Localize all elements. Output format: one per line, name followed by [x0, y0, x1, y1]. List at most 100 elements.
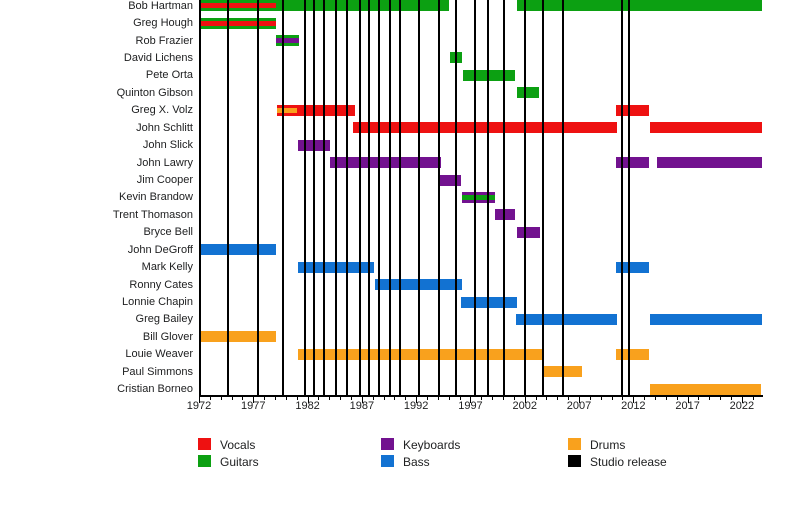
timeline-bar-vocals — [649, 122, 762, 134]
x-axis-minor-tick — [286, 397, 287, 400]
member-name-label: Paul Simmons — [122, 365, 193, 378]
x-axis-minor-tick — [210, 397, 211, 400]
member-name-label: Bob Hartman — [128, 0, 193, 12]
member-name-label: Kevin Brandow — [119, 191, 193, 204]
x-axis-major-tick — [470, 397, 471, 403]
timeline-bar-bass — [649, 313, 762, 325]
legend-item-drums: Drums — [568, 438, 728, 452]
member-name-label: David Lichens — [123, 51, 193, 64]
x-axis-minor-tick — [351, 397, 352, 400]
timeline-bar-keyboards — [615, 157, 649, 169]
legend-item-guitars: Guitars — [198, 455, 358, 469]
member-name-label: Mark Kelly — [141, 261, 193, 274]
x-axis-minor-tick — [394, 397, 395, 400]
studio-release-line — [358, 0, 361, 395]
x-axis-minor-tick — [731, 397, 732, 400]
member-name-label: John Schlitt — [136, 121, 193, 134]
x-axis-minor-tick — [622, 397, 623, 400]
x-axis-minor-tick — [568, 397, 569, 400]
timeline-bar-drums — [199, 331, 277, 343]
x-axis-tick-label: 2017 — [675, 400, 700, 412]
studio-release-line — [473, 0, 476, 395]
x-axis-line — [199, 395, 763, 397]
timeline-stripe-vocals — [199, 3, 277, 9]
studio-release-line — [334, 0, 337, 395]
timeline-bar-drums — [649, 383, 762, 395]
x-axis-major-tick — [688, 397, 689, 403]
timeline-bar-keyboards — [330, 157, 442, 169]
legend-swatch-drums — [568, 438, 581, 450]
timeline-bar-vocals — [615, 104, 649, 116]
timeline-bar-bass — [199, 244, 277, 256]
timeline-bar-vocals — [353, 122, 618, 134]
legend-label: Keyboards — [403, 438, 461, 452]
member-name-label: John Slick — [142, 139, 193, 152]
x-axis-minor-tick — [384, 397, 385, 400]
studio-release-line — [322, 0, 325, 395]
timeline-bar-keyboards — [517, 226, 540, 238]
x-axis-minor-tick — [709, 397, 710, 400]
x-axis-minor-tick — [546, 397, 547, 400]
x-axis-tick-label: 2012 — [621, 400, 646, 412]
studio-release-line — [561, 0, 564, 395]
x-axis-minor-tick — [329, 397, 330, 400]
x-axis-major-tick — [742, 397, 743, 403]
plot-left-border — [199, 0, 201, 395]
x-axis-major-tick — [633, 397, 634, 403]
x-axis-minor-tick — [427, 397, 428, 400]
legend-label: Studio release — [590, 455, 667, 469]
x-axis-major-tick — [525, 397, 526, 403]
member-name-label: Greg X. Volz — [131, 104, 193, 117]
studio-release-line — [503, 0, 506, 395]
studio-release-line — [455, 0, 458, 395]
timeline-bar-guitars — [517, 0, 762, 12]
x-axis-minor-tick — [601, 397, 602, 400]
x-axis-minor-tick — [242, 397, 243, 400]
x-axis-tick-label: 2022 — [729, 400, 755, 412]
member-name-label: Louie Weaver — [125, 348, 193, 361]
x-axis-tick-label: 2002 — [512, 400, 537, 412]
x-axis-major-tick — [579, 397, 580, 403]
member-name-label: Cristian Borneo — [117, 383, 193, 396]
x-axis-minor-tick — [275, 397, 276, 400]
x-axis-minor-tick — [449, 397, 450, 400]
studio-release-line — [304, 0, 307, 395]
legend-swatch-bass — [381, 455, 394, 467]
legend-label: Bass — [403, 455, 430, 469]
studio-release-line — [281, 0, 284, 395]
x-axis-tick-label: 1992 — [403, 400, 429, 412]
x-axis-tick-label: 1972 — [186, 400, 212, 412]
x-axis-tick-label: 1982 — [295, 400, 320, 412]
legend-label: Vocals — [220, 438, 256, 452]
x-axis-minor-tick — [666, 397, 667, 400]
x-axis-minor-tick — [655, 397, 656, 400]
legend-item-vocals: Vocals — [198, 438, 358, 452]
x-axis-minor-tick — [590, 397, 591, 400]
x-axis-minor-tick — [677, 397, 678, 400]
member-name-label: John DeGroff — [127, 243, 193, 256]
x-axis-major-tick — [199, 397, 200, 403]
timeline-bar-drums — [615, 348, 649, 360]
timeline-bar-bass — [615, 261, 649, 273]
timeline-bar-guitars — [462, 69, 515, 81]
timeline-bar-bass — [516, 313, 618, 325]
x-axis-minor-tick — [318, 397, 319, 400]
legend-label: Drums — [590, 438, 626, 452]
member-name-label: Bryce Bell — [143, 226, 193, 239]
x-axis-minor-tick — [264, 397, 265, 400]
legend-item-keyboards: Keyboards — [381, 438, 541, 452]
timeline-bar-guitars — [517, 87, 539, 99]
x-axis-minor-tick — [514, 397, 515, 400]
x-axis-minor-tick — [492, 397, 493, 400]
x-axis-minor-tick — [460, 397, 461, 400]
timeline-stripe-keyboards — [276, 38, 299, 44]
x-axis-tick-label: 1977 — [241, 400, 266, 412]
legend-item-bass: Bass — [381, 455, 541, 469]
legend-swatch-guitars — [198, 455, 211, 467]
x-axis-tick-label: 2007 — [566, 400, 592, 412]
member-name-label: John Lawry — [136, 156, 193, 169]
legend-swatch-studio — [568, 455, 581, 467]
x-axis-minor-tick — [373, 397, 374, 400]
x-axis-minor-tick — [612, 397, 613, 400]
